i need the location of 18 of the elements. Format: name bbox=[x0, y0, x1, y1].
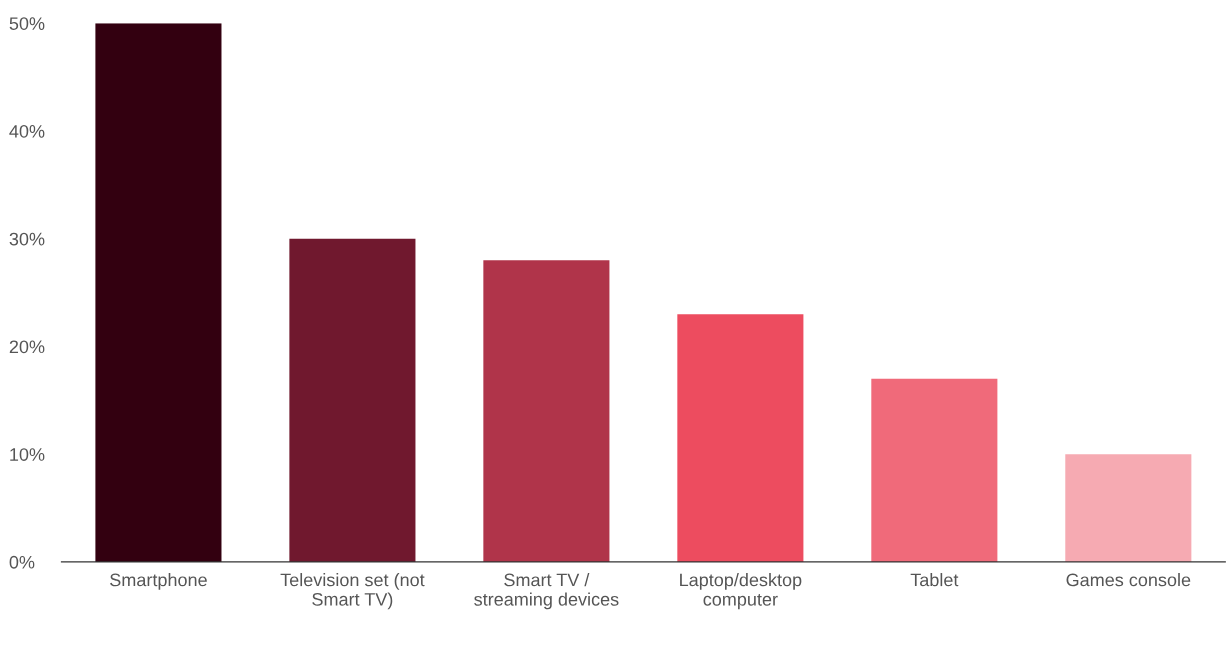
bar bbox=[483, 260, 610, 562]
bar bbox=[95, 23, 222, 562]
y-tick-label: 0% bbox=[9, 555, 35, 569]
x-tick-label: Tablet bbox=[910, 573, 959, 587]
bar bbox=[677, 314, 804, 562]
x-tick-label: Smart TV / streaming devices bbox=[474, 573, 619, 610]
x-tick-label: Laptop/desktop computer bbox=[680, 573, 802, 610]
y-tick-label: 20% bbox=[9, 340, 45, 354]
y-tick-label: 40% bbox=[9, 124, 45, 138]
x-tick-label: Television set (not Smart TV) bbox=[280, 573, 425, 610]
y-tick-label: 10% bbox=[10, 448, 45, 461]
bar bbox=[1065, 454, 1192, 562]
bar bbox=[871, 378, 998, 562]
x-tick-label: Games console bbox=[1066, 573, 1191, 587]
bar bbox=[289, 238, 416, 562]
y-tick-label: 50% bbox=[9, 17, 45, 30]
y-tick-label: 30% bbox=[9, 232, 45, 246]
x-tick-label: Smartphone bbox=[110, 573, 207, 590]
